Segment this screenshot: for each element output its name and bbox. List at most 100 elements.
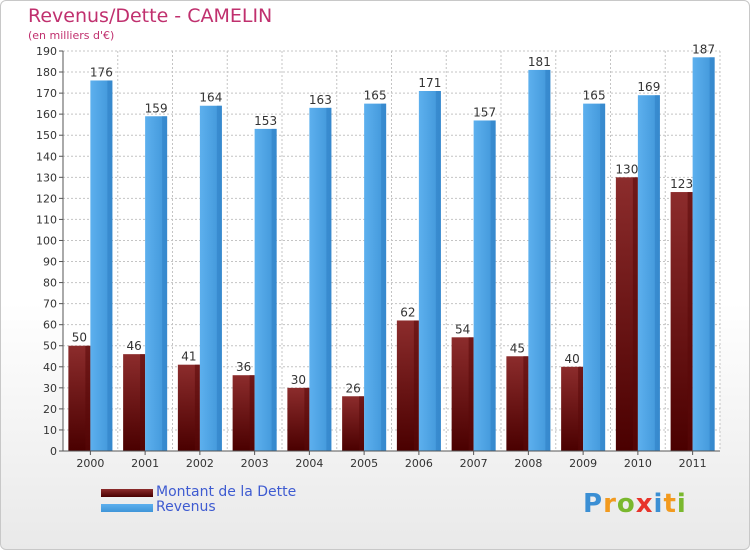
chart-title: Revenus/Dette - CAMELIN <box>28 5 273 27</box>
y-tick-label: 110 <box>36 213 57 226</box>
data-label-dette: 54 <box>455 322 470 336</box>
x-tick-label: 2005 <box>350 457 378 470</box>
logo-letter: P <box>583 489 604 519</box>
bar-dette <box>287 387 310 451</box>
bar-revenus-shade <box>162 116 168 452</box>
data-label-revenus: 181 <box>528 55 551 69</box>
bar-revenus-shade <box>654 95 660 452</box>
bar-dette-shade <box>632 177 638 451</box>
data-label-dette: 123 <box>670 177 693 191</box>
y-tick-label: 0 <box>50 445 57 458</box>
x-tick-label: 2010 <box>624 457 652 470</box>
bar-revenus <box>254 128 277 451</box>
bar-dette-shade <box>140 354 146 451</box>
proxiti-logo: Proxiti <box>583 489 687 519</box>
bar-revenus <box>199 105 222 451</box>
bar-revenus <box>364 103 387 451</box>
bar-dette <box>670 192 693 452</box>
logo-letter: i <box>676 489 687 519</box>
bar-revenus-shade <box>600 103 606 451</box>
bar-revenus-shade <box>326 107 332 451</box>
y-tick-label: 30 <box>43 382 57 395</box>
y-tick-label: 70 <box>43 298 57 311</box>
bar-revenus <box>145 116 168 452</box>
legend-swatch-dette <box>101 489 153 497</box>
data-label-dette: 41 <box>181 350 196 364</box>
y-tick-label: 150 <box>36 129 57 142</box>
bar-revenus-shade <box>545 69 551 452</box>
bar-dette <box>68 345 91 451</box>
data-label-revenus: 163 <box>309 93 332 107</box>
y-tick-label: 120 <box>36 192 57 205</box>
bar-dette <box>561 366 584 451</box>
y-tick-label: 190 <box>36 45 57 58</box>
data-label-revenus: 169 <box>637 80 660 94</box>
y-tick-label: 80 <box>43 277 57 290</box>
bar-revenus <box>90 80 113 451</box>
logo-letter: t <box>663 489 677 519</box>
y-tick-label: 140 <box>36 150 57 163</box>
bar-dette-shade <box>194 364 200 451</box>
bar-dette <box>123 354 146 451</box>
bar-dette-shade <box>304 387 310 451</box>
data-label-dette: 40 <box>564 352 579 366</box>
data-label-revenus: 153 <box>254 114 277 128</box>
bar-revenus <box>418 91 441 451</box>
bar-revenus-shade <box>435 91 441 451</box>
legend-swatch-revenus <box>101 504 153 512</box>
bar-revenus-shade <box>709 57 715 451</box>
data-label-revenus: 171 <box>418 76 441 90</box>
data-label-revenus: 165 <box>583 89 606 103</box>
y-tick-label: 60 <box>43 319 57 332</box>
chart-subtitle: (en milliers d'€) <box>28 29 115 42</box>
data-label-dette: 130 <box>615 162 638 176</box>
bar-dette <box>506 356 529 451</box>
logo-letter: o <box>616 489 636 519</box>
legend-label-dette: Montant de la Dette <box>156 484 297 500</box>
data-label-revenus: 159 <box>145 101 168 115</box>
data-label-revenus: 164 <box>199 91 222 105</box>
data-label-dette: 26 <box>345 381 360 395</box>
y-tick-label: 50 <box>43 340 57 353</box>
x-tick-label: 2008 <box>514 457 542 470</box>
bar-dette-shade <box>687 192 693 452</box>
bar-dette <box>396 320 419 451</box>
bar-dette-shade <box>468 337 474 451</box>
x-tick-label: 2001 <box>131 457 159 470</box>
bar-dette-shade <box>249 375 255 451</box>
data-label-dette: 50 <box>72 331 87 345</box>
bar-dette-shade <box>523 356 529 451</box>
bar-revenus-shade <box>381 103 387 451</box>
bar-dette <box>615 177 638 451</box>
bar-revenus-shade <box>271 128 277 451</box>
y-tick-label: 20 <box>43 403 57 416</box>
data-label-revenus: 176 <box>90 65 113 79</box>
bar-revenus-shade <box>216 105 222 451</box>
x-tick-label: 2002 <box>186 457 214 470</box>
bar-revenus <box>309 107 332 451</box>
bar-dette <box>232 375 255 451</box>
x-tick-label: 2004 <box>295 457 323 470</box>
bar-revenus-shade <box>107 80 113 451</box>
logo-letter: i <box>653 489 664 519</box>
logo-letter: r <box>603 489 617 519</box>
y-tick-label: 130 <box>36 171 57 184</box>
y-tick-label: 160 <box>36 108 57 121</box>
bar-revenus <box>637 95 660 452</box>
bar-dette <box>342 396 365 451</box>
bar-revenus <box>583 103 606 451</box>
data-label-revenus: 157 <box>473 105 496 119</box>
data-label-revenus: 165 <box>364 89 387 103</box>
x-tick-label: 2006 <box>405 457 433 470</box>
x-tick-label: 2000 <box>76 457 104 470</box>
y-tick-label: 40 <box>43 361 57 374</box>
x-tick-label: 2007 <box>460 457 488 470</box>
bar-dette <box>177 364 200 451</box>
bar-dette-shade <box>413 320 419 451</box>
x-tick-label: 2003 <box>241 457 269 470</box>
bar-revenus-shade <box>490 120 496 451</box>
bar-dette-shade <box>359 396 365 451</box>
data-label-dette: 62 <box>400 305 415 319</box>
